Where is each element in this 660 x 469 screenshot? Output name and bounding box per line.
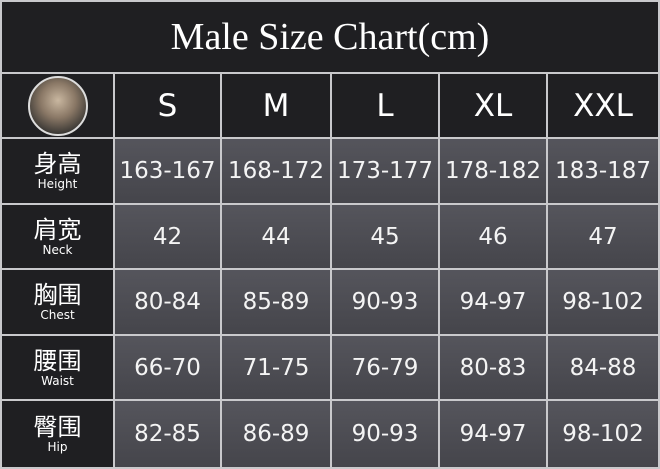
chart-title: Male Size Chart(cm) — [2, 2, 658, 72]
column-header: M — [222, 74, 330, 137]
size-value: 178-182 — [440, 139, 546, 203]
size-value: 90-93 — [332, 401, 438, 467]
column-header: S — [115, 74, 220, 137]
row-label: 胸围 Chest — [2, 270, 113, 334]
row-label-en: Height — [37, 177, 78, 191]
size-value: 163-167 — [115, 139, 220, 203]
avatar-cell — [2, 74, 113, 137]
size-value: 98-102 — [548, 270, 658, 334]
size-value: 183-187 — [548, 139, 658, 203]
row-label: 肩宽 Neck — [2, 205, 113, 268]
size-value: 94-97 — [440, 270, 546, 334]
size-value: 98-102 — [548, 401, 658, 467]
size-value: 84-88 — [548, 336, 658, 399]
avatar — [27, 75, 88, 136]
size-value: 173-177 — [332, 139, 438, 203]
size-value: 82-85 — [115, 401, 220, 467]
row-label: 身高 Height — [2, 139, 113, 203]
row-label-en: Hip — [47, 440, 68, 454]
size-value: 45 — [332, 205, 438, 268]
size-value: 46 — [440, 205, 546, 268]
size-value: 94-97 — [440, 401, 546, 467]
size-value: 80-83 — [440, 336, 546, 399]
size-value: 90-93 — [332, 270, 438, 334]
size-value: 47 — [548, 205, 658, 268]
column-header: XL — [440, 74, 546, 137]
row-label-cn: 臀围 — [33, 413, 82, 441]
size-value: 76-79 — [332, 336, 438, 399]
size-value: 44 — [222, 205, 330, 268]
row-label-en: Chest — [40, 308, 75, 322]
row-label: 臀围 Hip — [2, 401, 113, 467]
size-value: 66-70 — [115, 336, 220, 399]
row-label-cn: 腰围 — [33, 346, 82, 375]
row-label-en: Neck — [42, 242, 73, 257]
row-label-cn: 身高 — [33, 150, 82, 178]
size-value: 86-89 — [222, 401, 330, 467]
size-value: 85-89 — [222, 270, 330, 334]
size-value: 168-172 — [222, 139, 330, 203]
row-label: 腰围 Waist — [2, 336, 113, 399]
size-value: 42 — [115, 205, 220, 268]
size-value: 71-75 — [222, 336, 330, 399]
column-header: XXL — [548, 74, 658, 137]
column-header: L — [332, 74, 438, 137]
row-label-cn: 肩宽 — [33, 215, 82, 244]
row-label-en: Waist — [41, 373, 74, 388]
size-value: 80-84 — [115, 270, 220, 334]
row-label-cn: 胸围 — [33, 281, 82, 309]
